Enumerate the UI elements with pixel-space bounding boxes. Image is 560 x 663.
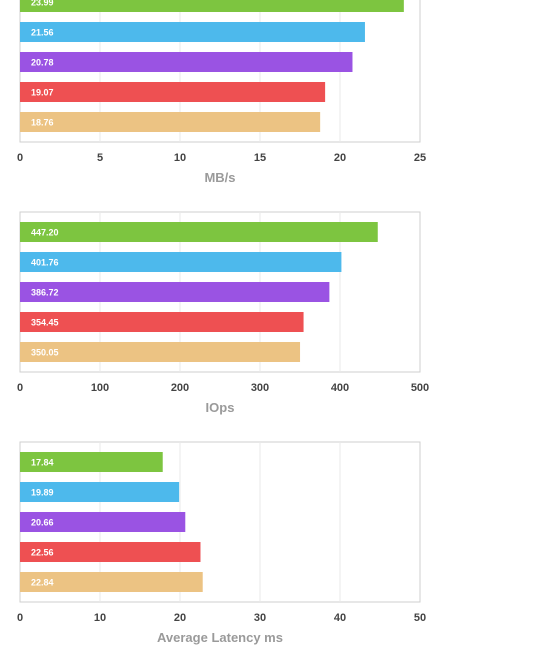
chart-2-x-tick-label: 300: [251, 382, 269, 394]
chart-2-bar-value-label: 386.72: [31, 288, 59, 298]
chart-2-bar: [20, 282, 330, 302]
chart-1-bar: [20, 112, 321, 132]
chart-2-bar: [20, 222, 378, 242]
chart-2-bar: [20, 252, 342, 272]
chart-3-x-tick-label: 20: [174, 612, 186, 624]
chart-3-bar: [20, 482, 180, 502]
chart-3-x-tick-label: 50: [414, 612, 426, 624]
chart-1-bar-value-label: 18.76: [31, 118, 54, 128]
chart-2-x-tick-label: 500: [411, 382, 429, 394]
chart-1-bar: [20, 0, 404, 12]
chart-2-x-tick-label: 200: [171, 382, 189, 394]
chart-3-bar: [20, 512, 186, 532]
chart-3-bar-value-label: 19.89: [31, 488, 54, 498]
chart-3-x-tick-label: 10: [94, 612, 106, 624]
chart-1-x-tick-label: 20: [334, 152, 346, 164]
chart-1-bar-value-label: 21.56: [31, 28, 54, 38]
chart-3-x-tick-label: 40: [334, 612, 346, 624]
chart-3-x-axis-label: Average Latency ms: [157, 630, 283, 645]
chart-3-bar: [20, 452, 163, 472]
chart-1-x-tick-label: 10: [174, 152, 186, 164]
chart-3-bar: [20, 542, 201, 562]
chart-1-bar-value-label: 23.99: [31, 0, 54, 8]
chart-3-bar-value-label: 20.66: [31, 518, 54, 528]
chart-2-bar: [20, 312, 304, 332]
chart-3-bar-value-label: 22.56: [31, 548, 54, 558]
chart-3-bar: [20, 572, 203, 592]
chart-3-bar-value-label: 22.84: [31, 578, 54, 588]
chart-1-x-tick-label: 25: [414, 152, 426, 164]
chart-2-bar-value-label: 401.76: [31, 258, 59, 268]
chart-3-x-tick-label: 30: [254, 612, 266, 624]
chart-1-bar-value-label: 19.07: [31, 88, 54, 98]
chart-2-x-tick-label: 100: [91, 382, 109, 394]
chart-1-x-axis-label: MB/s: [204, 170, 235, 185]
chart-2-bar-value-label: 354.45: [31, 318, 59, 328]
chart-2-bar-value-label: 447.20: [31, 228, 59, 238]
chart-1-x-tick-label: 0: [17, 152, 23, 164]
chart-2-x-tick-label: 400: [331, 382, 349, 394]
chart-1-x-tick-label: 15: [254, 152, 266, 164]
chart-1-x-tick-label: 5: [97, 152, 103, 164]
chart-3-bar-value-label: 17.84: [31, 458, 54, 468]
chart-2-bar: [20, 342, 301, 362]
chart-3-x-tick-label: 0: [17, 612, 23, 624]
chart-1-bar-value-label: 20.78: [31, 58, 54, 68]
chart-2-x-axis-label: IOps: [206, 400, 235, 415]
chart-2-x-tick-label: 0: [17, 382, 23, 394]
chart-2-bar-value-label: 350.05: [31, 348, 59, 358]
chart-1-bar: [20, 22, 365, 42]
chart-1-bar: [20, 52, 353, 72]
chart-1-bar: [20, 82, 326, 102]
